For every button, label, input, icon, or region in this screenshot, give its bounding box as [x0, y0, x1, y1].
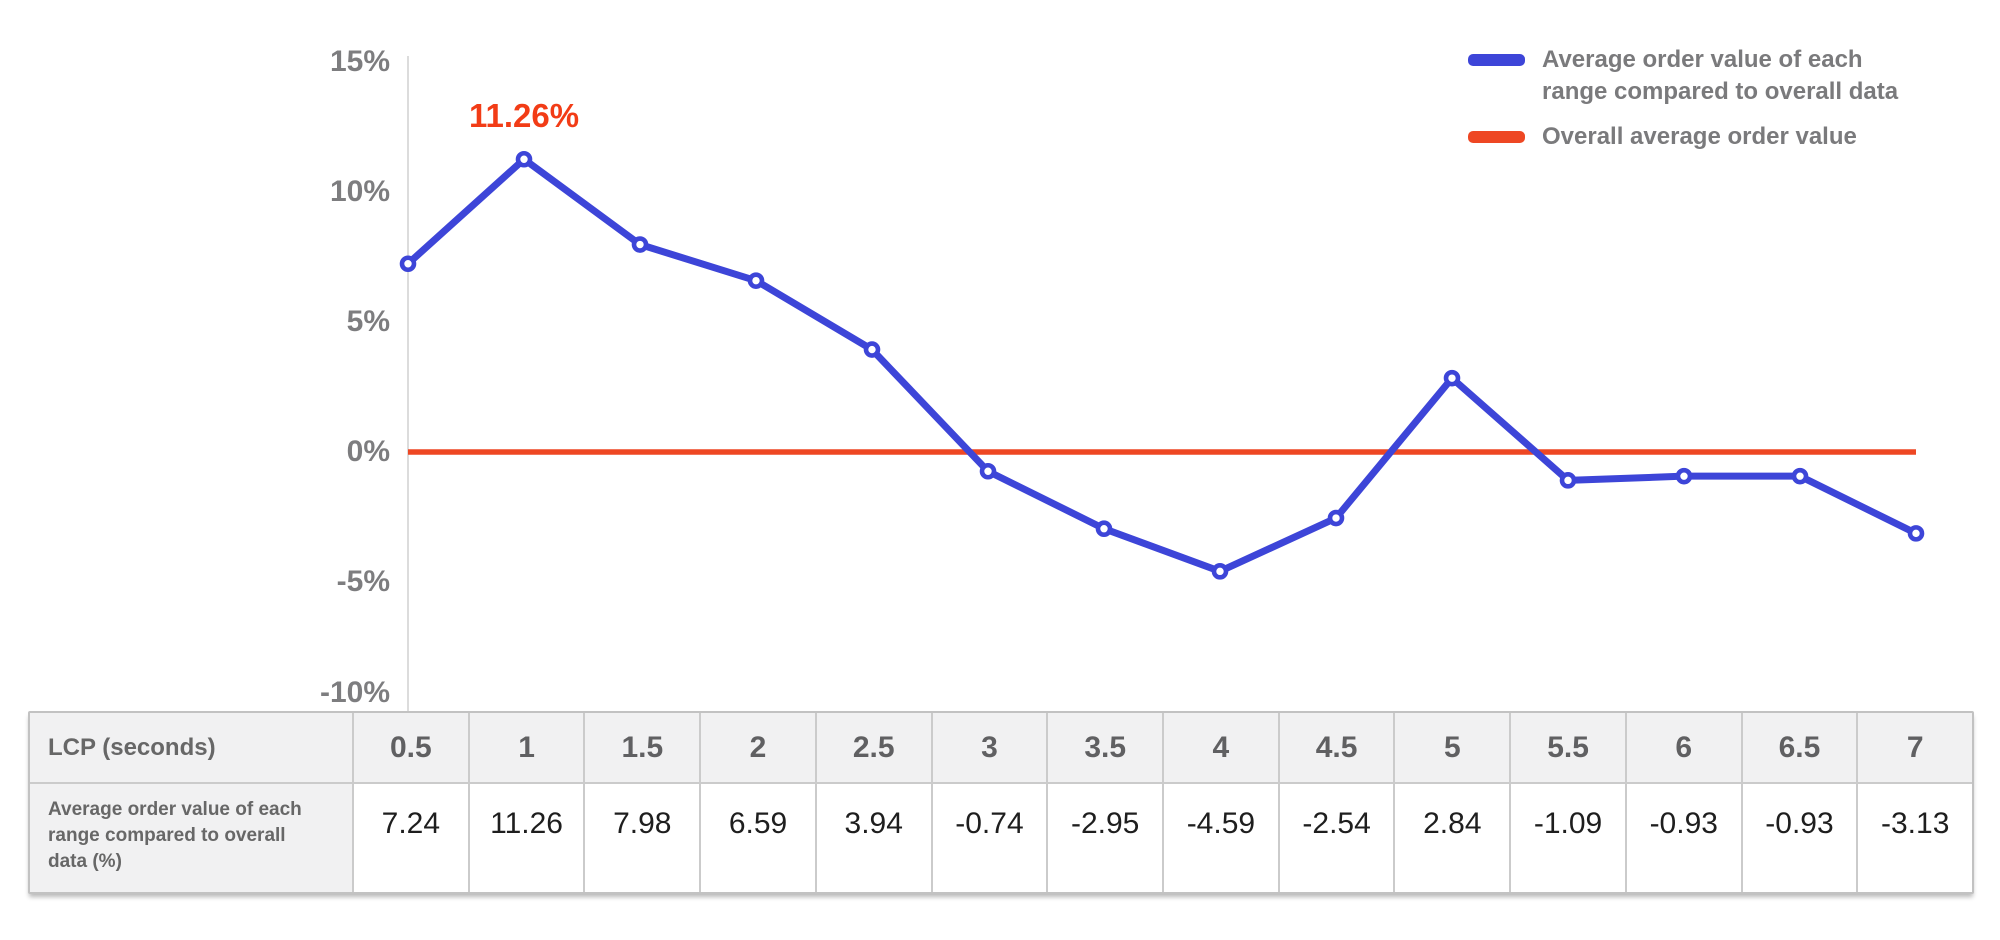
lcp-column-header: 2	[699, 713, 815, 782]
y-tick-label: 5%	[346, 305, 390, 338]
aov-value-cell: 7.98	[583, 782, 700, 892]
legend-item: Overall average order value	[1468, 121, 1917, 153]
legend-label: Average order value of each range compar…	[1542, 46, 1899, 105]
data-point-marker	[631, 236, 649, 253]
data-point-marker	[399, 255, 417, 273]
data-point-marker	[1327, 509, 1345, 527]
lcp-column-header: 5	[1393, 713, 1510, 782]
y-tick-label: 15%	[329, 45, 390, 78]
legend-item: Average order value of each range compar…	[1468, 44, 1917, 108]
y-tick-label: -10%	[319, 676, 390, 709]
lcp-column-header: 3	[930, 713, 1047, 782]
lcp-column-header: 1	[467, 713, 584, 782]
aov-value-cell: 3.94	[814, 782, 931, 892]
table-value-row: Average order value of each range compar…	[30, 782, 1973, 892]
data-table: LCP (seconds) 0.5 1 1.5 2 2.5 3 3.5 4 4.5 5 5.5 6 6.5…	[28, 711, 1974, 894]
aov-value-cell: 11.26	[467, 782, 584, 892]
data-point-marker	[1791, 467, 1809, 485]
aov-value-cell: -4.59	[1162, 782, 1278, 892]
table-header-row: LCP (seconds) 0.5 1 1.5 2 2.5 3 3.5 4 4.5 5 5.5 6 6.5…	[30, 713, 1973, 782]
lcp-column-header: 0.5	[352, 713, 468, 782]
line-chart-canvas	[399, 56, 1925, 711]
aov-value-cell: 6.59	[699, 782, 815, 892]
aov-value-cell: -2.54	[1277, 782, 1394, 892]
data-point-marker	[515, 150, 533, 168]
lcp-column-header: 5.5	[1509, 713, 1625, 782]
y-tick-label: 10%	[329, 175, 390, 208]
aov-value-cell: -1.09	[1509, 782, 1625, 892]
data-point-marker	[1907, 525, 1925, 542]
table-row-label: Average order value of each range compar…	[30, 782, 352, 892]
data-point-marker	[1211, 563, 1229, 580]
y-tick-label: -5%	[336, 565, 390, 598]
lcp-column-header: 4	[1162, 713, 1278, 782]
y-tick-label: 0%	[346, 435, 390, 468]
chart-legend: Average order value of each range compar…	[1468, 44, 1917, 153]
aov-value-cell: -0.74	[930, 782, 1047, 892]
data-point-marker	[747, 272, 765, 289]
data-point-marker	[979, 462, 997, 480]
data-point-marker	[863, 341, 881, 358]
lcp-column-header: 2.5	[814, 713, 931, 782]
aov-value-cell: -3.13	[1856, 782, 1973, 892]
legend-swatch	[1468, 54, 1525, 66]
lcp-column-header: 3.5	[1046, 713, 1163, 782]
legend-label: Overall average order value	[1542, 123, 1857, 150]
aov-value-cell: -0.93	[1624, 782, 1741, 892]
lcp-column-header: 7	[1856, 713, 1973, 782]
lcp-column-header: 6	[1624, 713, 1741, 782]
lcp-column-header: 1.5	[583, 713, 700, 782]
data-point-marker	[1675, 467, 1693, 485]
aov-value-cell: 2.84	[1393, 782, 1510, 892]
data-point-marker	[1443, 369, 1461, 387]
lcp-column-header: 4.5	[1277, 713, 1394, 782]
legend-swatch	[1468, 131, 1525, 143]
data-point-marker	[1095, 520, 1113, 538]
aov-line-series	[404, 155, 1920, 575]
table-corner-label: LCP (seconds)	[30, 713, 352, 782]
aov-value-cell: 7.24	[352, 782, 468, 892]
peak-value-annotation: 11.26%	[468, 97, 580, 134]
lcp-column-header: 6.5	[1740, 713, 1857, 782]
data-point-marker	[1559, 472, 1577, 489]
aov-value-cell: -0.93	[1740, 782, 1857, 892]
aov-value-cell: -2.95	[1046, 782, 1163, 892]
